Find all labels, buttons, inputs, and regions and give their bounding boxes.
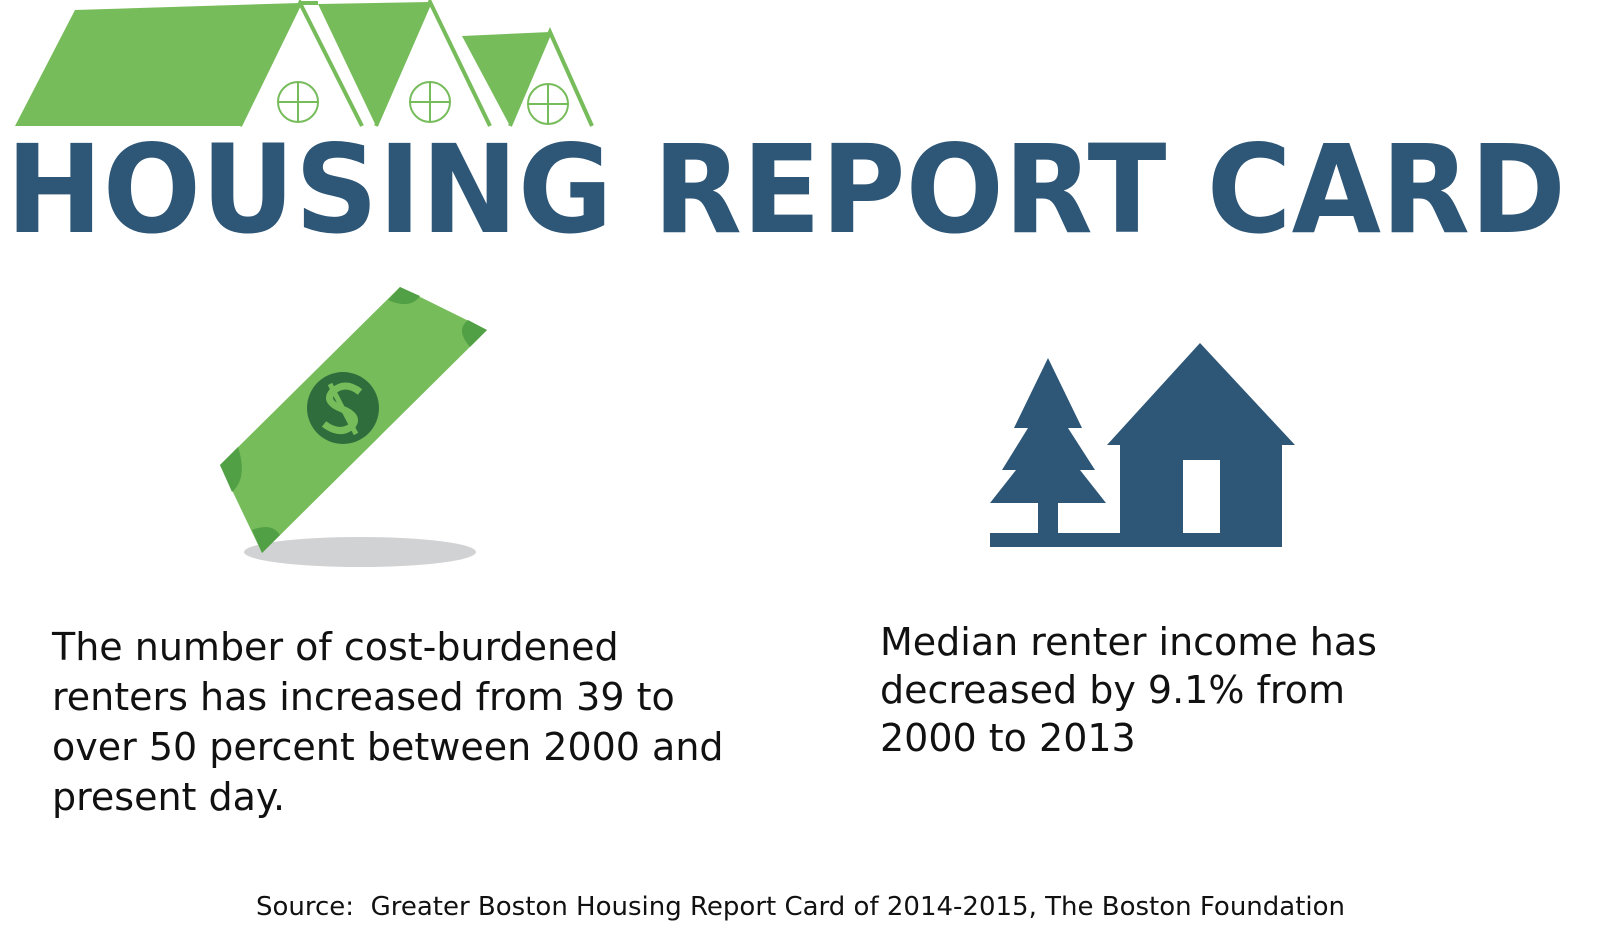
money-icon xyxy=(220,287,487,567)
title: HOUSING REPORT CARD xyxy=(6,119,1566,261)
house-icon xyxy=(990,343,1295,547)
roofs xyxy=(15,0,594,127)
stat-text: Median renter income has decreased by 9.… xyxy=(880,620,1377,760)
source: Source: Greater Boston Housing Report Ca… xyxy=(256,892,1346,922)
stat-text: The number of cost-burdened renters has … xyxy=(52,625,724,819)
